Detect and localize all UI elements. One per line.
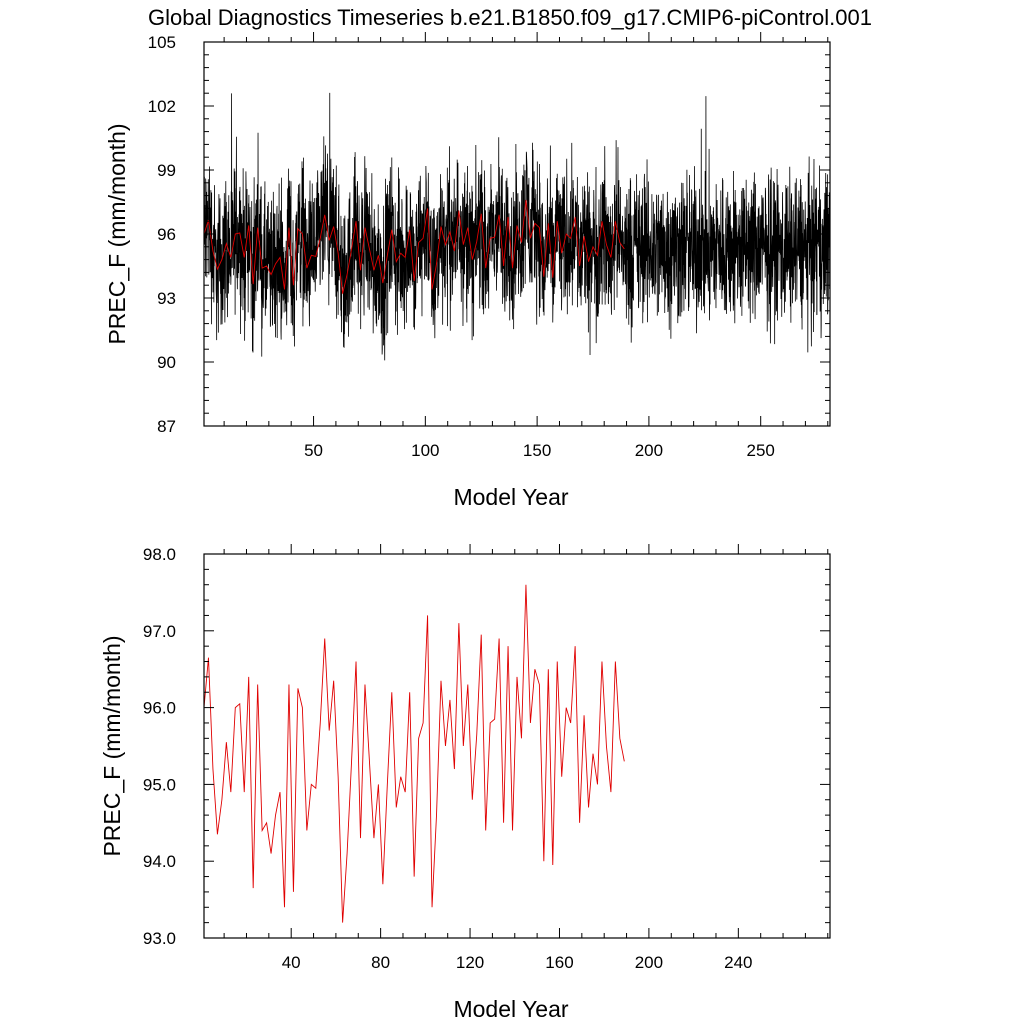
x-tick-label: 150 [523, 441, 551, 460]
x-tick-label: 160 [545, 953, 573, 972]
x-tick-label: 80 [371, 953, 390, 972]
annual-mean-line [203, 199, 625, 294]
bottom-y-axis-label: PREC_F (mm/month) [99, 635, 125, 856]
monthly-series-line [203, 92, 831, 361]
top-axis-ticks: 50 100 150 200 250 87 90 93 96 99 102 105 [148, 32, 830, 460]
y-tick-label: 98.0 [143, 545, 176, 564]
top-plot-frame [203, 41, 831, 427]
bottom-axis-ticks: 40 80 120 160 200 240 93.0 94.0 95.0 96.0 97.0 98.0 [143, 544, 830, 972]
bottom-plot-frame [203, 553, 831, 939]
x-tick-label: 40 [282, 953, 301, 972]
y-tick-label: 93 [157, 289, 176, 308]
y-tick-label: 96 [157, 225, 176, 244]
bottom-x-axis-label: Model Year [453, 996, 568, 1022]
y-tick-label: 94.0 [143, 852, 176, 871]
y-tick-label: 97.0 [143, 622, 176, 641]
y-tick-label: 102 [148, 97, 176, 116]
monthly-series-layer [203, 92, 831, 361]
x-tick-label: 200 [635, 953, 663, 972]
y-tick-label: 96.0 [143, 699, 176, 718]
x-tick-label: 100 [411, 441, 439, 460]
y-tick-label: 95.0 [143, 775, 176, 794]
monthly-timeseries-panel: 50 100 150 200 250 87 90 93 96 99 102 105 Model Yea… [104, 32, 831, 510]
x-tick-label: 50 [304, 441, 323, 460]
annual-timeseries-panel: 40 80 120 160 200 240 93.0 94.0 95.0 96.0 97.0 98.0… [99, 544, 831, 1022]
top-y-axis-label: PREC_F (mm/month) [104, 123, 130, 344]
annual-mean-line [203, 584, 625, 923]
y-tick-label: 90 [157, 353, 176, 372]
y-tick-label: 87 [157, 417, 176, 436]
y-tick-label: 93.0 [143, 929, 176, 948]
x-tick-label: 200 [635, 441, 663, 460]
x-tick-label: 120 [456, 953, 484, 972]
annual-series-layer [203, 584, 625, 923]
y-tick-label: 105 [148, 33, 176, 52]
x-tick-label: 240 [724, 953, 752, 972]
x-tick-label: 250 [747, 441, 775, 460]
figure-title: Global Diagnostics Timeseries b.e21.B185… [148, 5, 872, 30]
top-x-axis-label: Model Year [453, 484, 568, 510]
y-tick-label: 99 [157, 161, 176, 180]
